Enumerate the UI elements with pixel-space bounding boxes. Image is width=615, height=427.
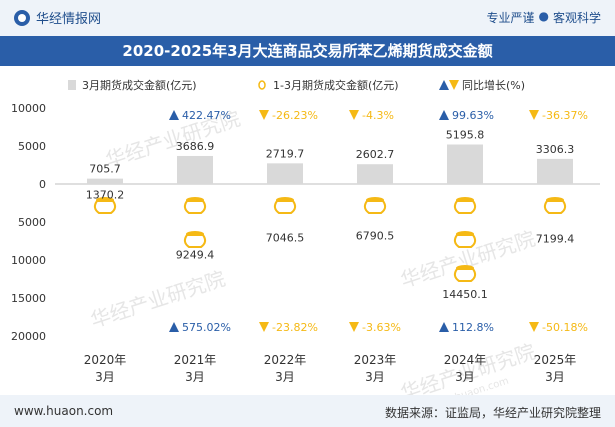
pot-icon-body — [453, 234, 477, 248]
bar-monthly — [177, 155, 213, 184]
yoy-monthly-label: -36.37% — [542, 109, 588, 122]
y-tick-label: 5000 — [18, 216, 46, 229]
data-label-monthly: 705.7 — [89, 163, 121, 176]
pot-icon-body — [453, 268, 477, 282]
data-label-cumulative: 7046.5 — [266, 232, 305, 245]
top-banner: 华经情报网 专业严谨 ● 客观科学 — [0, 0, 615, 36]
data-label-cumulative: 6790.5 — [356, 230, 395, 243]
brand-logo-icon — [14, 9, 30, 26]
x-tick-label-year: 2021年 — [174, 353, 217, 367]
pot-icon-body — [93, 200, 117, 214]
yoy-monthly-label: -4.3% — [362, 109, 394, 122]
yoy-cumulative-label: 575.02% — [182, 321, 231, 334]
x-tick-label-year: 2022年 — [264, 353, 307, 367]
y-tick-label: 10000 — [11, 254, 46, 267]
x-tick-label-year: 2020年 — [84, 353, 127, 367]
data-label-cumulative: 14450.1 — [442, 288, 488, 301]
yoy-monthly-label: -26.23% — [272, 109, 318, 122]
tagline-part-a: 专业严谨 — [486, 11, 535, 25]
legend-label-cumulative: 1-3月期货成交金额(亿元) — [273, 78, 399, 92]
x-tick-label-month: 3月 — [95, 370, 115, 384]
yoy-cumulative-label: 112.8% — [452, 321, 494, 334]
tagline: 专业严谨 ● 客观科学 — [486, 9, 601, 26]
yoy-up-arrow-icon — [439, 110, 449, 120]
bar-monthly — [537, 158, 573, 184]
chart: 华经产业研究院华经产业研究院华经产业研究院华经产业研究院www.huaon.co… — [11, 78, 600, 395]
data-label-monthly: 2602.7 — [356, 148, 395, 161]
footer: www.huaon.com 数据来源：证监局，华经产业研究院整理 — [0, 395, 615, 427]
chart-title: 2020-2025年3月大连商品交易所苯乙烯期货成交金额 — [122, 42, 493, 60]
data-label-monthly: 5195.8 — [446, 129, 485, 142]
yoy-down-arrow-icon — [529, 110, 539, 120]
bar-monthly — [357, 164, 393, 184]
y-tick-label: 15000 — [11, 292, 46, 305]
legend-label-yoy: 同比增长(%) — [462, 78, 525, 92]
data-label-cumulative: 7199.4 — [536, 233, 575, 246]
yoy-cumulative-label: -23.82% — [272, 321, 318, 334]
footer-website[interactable]: www.huaon.com — [14, 404, 114, 418]
bar-monthly — [87, 178, 123, 184]
data-label-monthly: 3306.3 — [536, 143, 575, 156]
yoy-down-arrow-icon — [529, 322, 539, 332]
data-label-cumulative: 9249.4 — [176, 248, 215, 261]
pot-icon-body — [543, 200, 567, 214]
yoy-down-arrow-icon — [349, 110, 359, 120]
yoy-up-arrow-icon — [169, 322, 179, 332]
legend-swatch-cumulative — [258, 80, 266, 90]
watermark-text: 华经产业研究院 — [398, 339, 539, 395]
yoy-cumulative-label: -50.18% — [542, 321, 588, 334]
data-label-cumulative: 1370.2 — [86, 188, 125, 201]
yoy-up-arrow-icon — [169, 110, 179, 120]
y-tick-label: 5000 — [18, 140, 46, 153]
legend-label-monthly: 3月期货成交金额(亿元) — [82, 78, 197, 92]
yoy-cumulative-label: -3.63% — [362, 321, 401, 334]
yoy-monthly-label: 422.47% — [182, 109, 231, 122]
bar-monthly — [447, 144, 483, 184]
x-tick-label-month: 3月 — [365, 370, 385, 384]
pot-icon-body — [183, 234, 207, 248]
legend-swatch-yoy-down — [449, 80, 459, 90]
data-label-monthly: 3686.9 — [176, 140, 215, 153]
x-tick-label-month: 3月 — [455, 370, 475, 384]
tagline-part-b: 客观科学 — [552, 11, 601, 25]
legend-swatch-monthly — [68, 80, 76, 90]
y-tick-label: 20000 — [11, 330, 46, 343]
y-tick-label: 0 — [39, 178, 46, 191]
bar-monthly — [267, 163, 303, 184]
brand-name: 华经情报网 — [36, 12, 102, 27]
yoy-down-arrow-icon — [349, 322, 359, 332]
title-bar: 2020-2025年3月大连商品交易所苯乙烯期货成交金额 — [0, 36, 615, 66]
pot-icon-body — [183, 200, 207, 214]
y-tick-label: 10000 — [11, 102, 46, 115]
brand[interactable]: 华经情报网 — [14, 8, 101, 27]
data-label-monthly: 2719.7 — [266, 147, 305, 160]
pot-icon-body — [453, 200, 477, 214]
yoy-monthly-label: 99.63% — [452, 109, 494, 122]
x-tick-label-year: 2025年 — [534, 353, 577, 367]
yoy-down-arrow-icon — [259, 322, 269, 332]
pot-icon-body — [363, 200, 387, 214]
x-tick-label-year: 2023年 — [354, 353, 397, 367]
footer-source: 数据来源：证监局，华经产业研究院整理 — [384, 406, 601, 420]
legend-swatch-yoy-up — [439, 80, 449, 90]
yoy-down-arrow-icon — [259, 110, 269, 120]
pot-icon-body — [273, 200, 297, 214]
tagline-separator: ● — [538, 9, 549, 23]
x-tick-label-year: 2024年 — [444, 353, 487, 367]
yoy-up-arrow-icon — [439, 322, 449, 332]
x-tick-label-month: 3月 — [545, 370, 565, 384]
x-tick-label-month: 3月 — [185, 370, 205, 384]
x-tick-label-month: 3月 — [275, 370, 295, 384]
